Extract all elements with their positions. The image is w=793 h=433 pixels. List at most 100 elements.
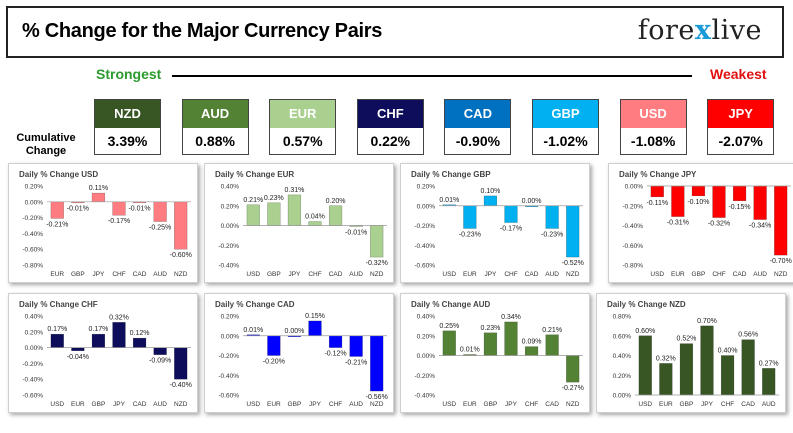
category-label: JPY [113, 401, 126, 408]
y-tick-label: -0.20% [414, 373, 435, 380]
category-label: CAD [133, 401, 147, 408]
y-tick-label: 0.00% [417, 203, 436, 210]
chart-panel-3: Daily % Change JPY 0.00% -0.20% -0.40% -0.60… [608, 163, 793, 283]
y-tick-label: 0.20% [221, 314, 240, 321]
category-label: GBP [92, 401, 106, 408]
data-label: -0.31% [667, 220, 689, 227]
data-label: 0.04% [305, 214, 325, 221]
bar-gbp [483, 332, 498, 356]
bar-eur [267, 335, 281, 356]
ranking-line [172, 75, 692, 77]
category-label: JPY [701, 401, 714, 408]
y-tick-label: 0.00% [625, 184, 644, 191]
category-label: GBP [484, 401, 498, 408]
category-label: USD [246, 401, 260, 408]
category-label: CHF [712, 271, 725, 278]
data-label: -0.17% [108, 218, 130, 225]
data-label: 0.11% [89, 185, 108, 192]
bar-aud [545, 205, 559, 229]
data-label: 0.23% [264, 195, 284, 202]
category-label: EUR [671, 271, 685, 278]
y-tick-label: 0.00% [25, 345, 44, 352]
chart-panel-6: Daily % Change AUD 0.40% 0.20% 0.00% -0.20% -… [400, 293, 590, 413]
data-label: -0.21% [345, 359, 367, 366]
forexlive-logo: forexlive [638, 15, 762, 46]
y-tick-label: 0.40% [613, 353, 632, 360]
y-tick-label: -0.20% [22, 361, 43, 368]
currency-code: GBP [533, 100, 598, 128]
category-label: EUR [267, 401, 281, 408]
y-tick-label: -0.40% [22, 231, 43, 238]
bar-chf [504, 205, 518, 223]
y-tick-label: 0.60% [613, 333, 632, 340]
bar-nzd [370, 335, 384, 392]
y-tick-label: -0.40% [622, 223, 643, 230]
data-label: 0.34% [501, 314, 521, 321]
bar-cad [132, 337, 147, 348]
category-label: NZD [174, 271, 188, 278]
bar-usd [246, 204, 260, 226]
bar-jpy [700, 325, 714, 396]
bar-nzd [174, 347, 188, 380]
category-label: USD [442, 271, 456, 278]
data-label: 0.31% [284, 187, 304, 194]
data-label: 0.17% [47, 326, 67, 333]
data-label: 0.01% [460, 347, 480, 354]
chart-panel-1: Daily % Change EUR 0.40% 0.20% 0.00% -0.20% -… [204, 163, 394, 283]
bar-chf [712, 185, 726, 218]
category-label: CHF [525, 401, 538, 408]
currency-box-usd: USD -1.08% [619, 99, 687, 155]
data-label: -0.60% [170, 252, 192, 259]
bar-nzd [566, 355, 580, 383]
bar-aud [349, 335, 363, 357]
category-label: CHF [112, 271, 125, 278]
category-label: AUD [349, 271, 363, 278]
bar-eur [671, 185, 685, 217]
chart-title: Daily % Change CHF [19, 300, 98, 309]
bar-jpy [287, 194, 302, 226]
strongest-label: Strongest [96, 66, 162, 82]
chart-svg: Daily % Change USD 0.20% 0.00% -0.20% -0.40%… [19, 170, 192, 278]
data-label: 0.70% [697, 318, 717, 325]
category-label: JPY [92, 271, 105, 278]
category-label: EUR [659, 401, 673, 408]
chart-svg: Daily % Change JPY 0.00% -0.20% -0.40% -0.60… [619, 170, 792, 278]
category-label: AUD [349, 401, 363, 408]
bar-aud [753, 185, 767, 220]
data-label: -0.01% [128, 206, 150, 213]
page-title: % Change for the Major Currency Pairs [22, 20, 383, 42]
data-label: -0.20% [263, 359, 285, 366]
bar-nzd [774, 185, 788, 256]
data-label: -0.11% [646, 200, 668, 207]
chart-title: Daily % Change NZD [607, 300, 686, 309]
currency-box-cad: CAD -0.90% [444, 99, 512, 155]
data-label: -0.52% [562, 260, 584, 267]
currency-code: AUD [182, 100, 248, 128]
y-tick-label: -0.20% [218, 353, 239, 360]
category-label: CAD [133, 271, 147, 278]
chart-svg: Daily % Change NZD0.80%0.60%0.40%0.20%0.… [607, 300, 779, 408]
category-label: JPY [309, 401, 322, 408]
data-label: 0.20% [326, 198, 346, 205]
data-label: 0.52% [676, 336, 696, 343]
category-label: JPY [505, 401, 518, 408]
category-label: USD [246, 271, 260, 278]
data-label: -0.34% [749, 223, 771, 230]
y-tick-label: -0.80% [22, 263, 43, 270]
bar-chf [524, 346, 539, 356]
cumulative-value: 0.88% [195, 133, 235, 149]
bar-jpy [308, 320, 322, 336]
bar-jpy [112, 322, 126, 348]
cumulative-value: 0.22% [370, 133, 411, 149]
category-label: JPY [288, 271, 301, 278]
currency-code: NZD [95, 100, 160, 128]
y-tick-label: 0.00% [613, 393, 632, 400]
bar-cad [545, 334, 559, 356]
category-label: USD [442, 401, 456, 408]
bar-cad [741, 339, 755, 396]
data-label: -0.56% [366, 394, 388, 401]
chart-title: Daily % Change JPY [619, 170, 697, 179]
y-tick-label: -0.60% [622, 243, 643, 250]
data-label: -0.01% [67, 206, 89, 213]
category-label: JPY [484, 271, 497, 278]
